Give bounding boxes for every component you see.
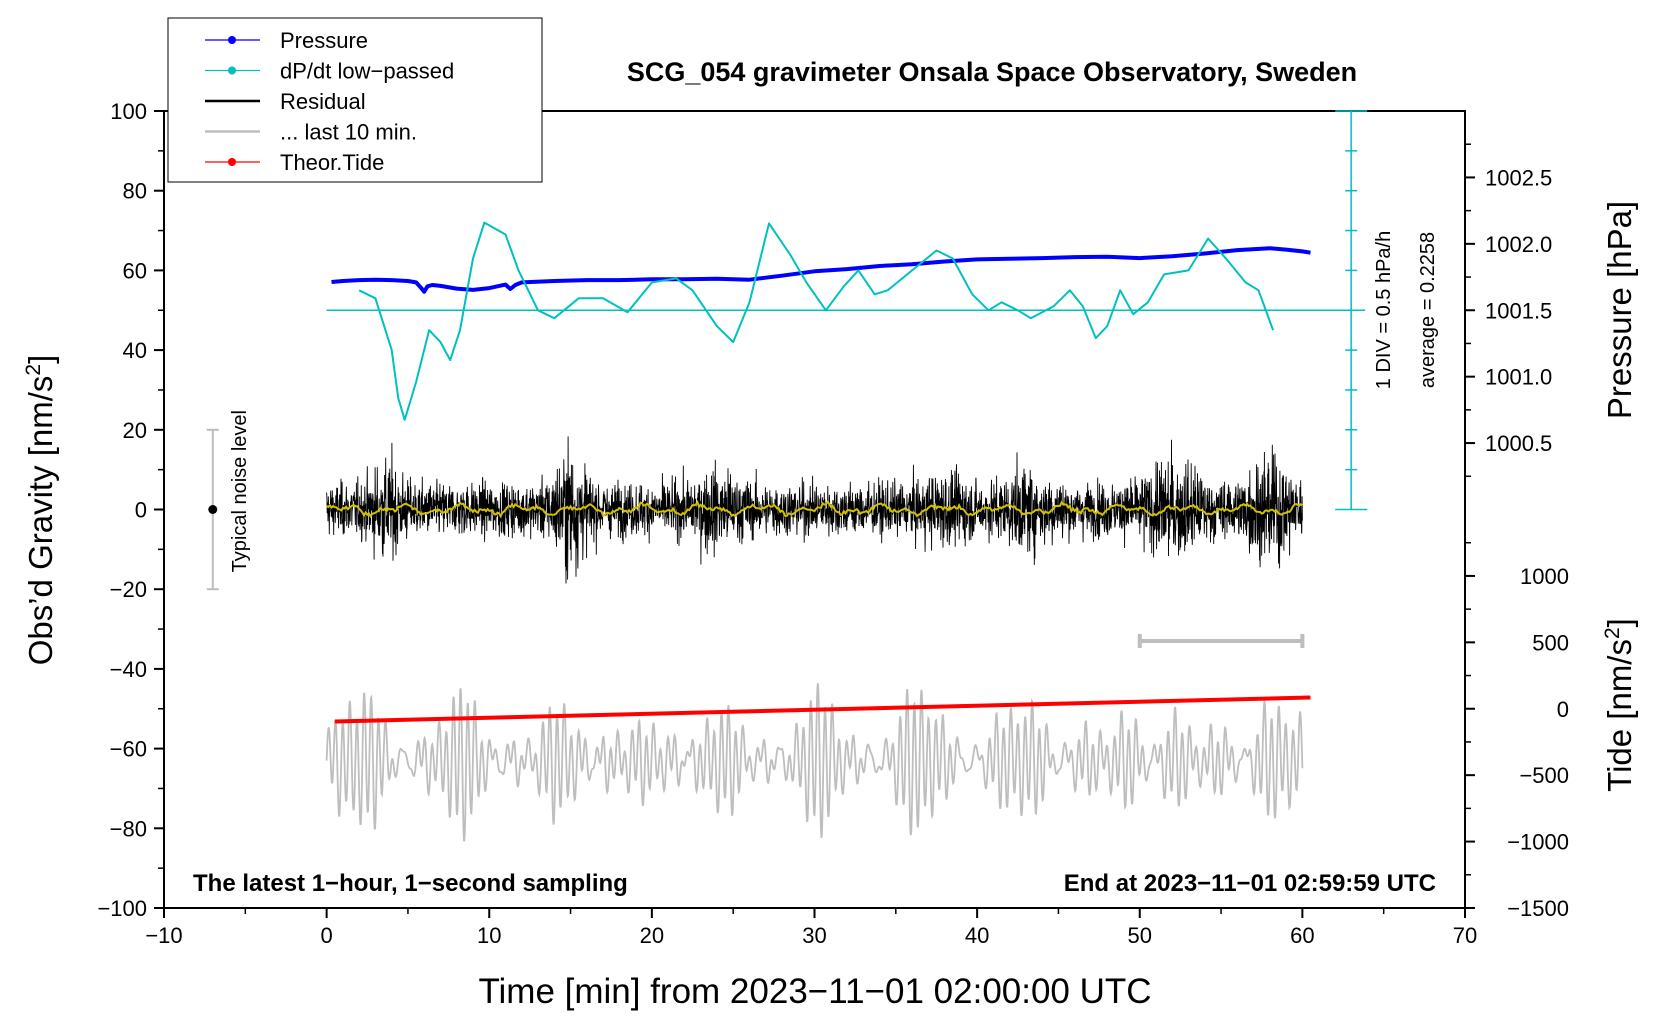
tide-tick-label: −1000: [1507, 830, 1569, 855]
y-tick-label: 60: [123, 258, 147, 283]
y-axis-label-left-sup: 2: [22, 364, 45, 376]
residual-lowpass-line: [326, 499, 1303, 519]
x-tick-label: 20: [640, 923, 664, 948]
pressure-axis-label: Pressure [hPa]: [1601, 201, 1638, 419]
pressure-tick-label: 1002.0: [1485, 232, 1552, 257]
y-tick-label: −40: [110, 657, 147, 682]
y-tick-label: 20: [123, 418, 147, 443]
tide-axis-ticks: 1000 500 0 −500 −1000 −1500: [1465, 541, 1569, 921]
annotation-noise-level: Typical noise level: [229, 410, 251, 572]
residual-lowpass-series: [326, 499, 1303, 519]
series-line-0: [331, 246, 1311, 294]
residual-line: [326, 436, 1303, 584]
y-tick-label: 100: [110, 99, 147, 124]
tide-tick-label: 0: [1557, 697, 1569, 722]
data-series: [331, 221, 1311, 724]
x-tick-label: −10: [145, 923, 182, 948]
y-tick-label: −100: [97, 896, 147, 921]
series-line-2: [334, 695, 1311, 724]
chart-title: SCG_054 gravimeter Onsala Space Observat…: [627, 57, 1357, 87]
legend-swatch-marker: [228, 158, 236, 166]
legend-label: Theor.Tide: [280, 150, 384, 175]
x-tick-label: 40: [965, 923, 989, 948]
y-tick-label: 0: [135, 498, 147, 523]
y-axis-label-left: Obs’d Gravity [nm/s2]: [22, 355, 59, 666]
legend-swatch-marker: [228, 66, 236, 75]
x-axis-ticks: −10 0 10 20 30 40 50 60 70: [145, 908, 1477, 948]
x-axis-label: Time [min] from 2023−11−01 02:00:00 UTC: [478, 972, 1151, 1011]
pressure-tick-label: 1000.5: [1485, 431, 1552, 456]
tide-axis-label-main: Tide [nm/s: [1601, 639, 1638, 792]
y-tick-label: 80: [123, 179, 147, 204]
noise-level-bar: [206, 428, 219, 591]
last-10-min-bracket: [1137, 634, 1305, 649]
x-tick-label: 70: [1453, 923, 1477, 948]
last-10-min-series: [325, 683, 1304, 842]
annotation-div: 1 DIV = 0.5 hPa/h: [1373, 231, 1395, 389]
pressure-tick-label: 1001.5: [1485, 298, 1552, 323]
residual-series: [326, 436, 1303, 584]
x-tick-label: 10: [477, 923, 501, 948]
x-tick-label: 0: [321, 923, 333, 948]
y-tick-label: −20: [110, 577, 147, 602]
x-tick-label: 30: [802, 923, 826, 948]
x-tick-label: 50: [1128, 923, 1152, 948]
tide-axis-label: Tide [nm/s2]: [1601, 618, 1638, 792]
tide-tick-label: −500: [1519, 763, 1569, 788]
y-tick-label: −60: [110, 737, 147, 762]
pressure-tick-label: 1001.0: [1485, 365, 1552, 390]
y-axis-label-left-main: Obs’d Gravity [nm/s: [22, 376, 59, 666]
dpdt-scale-bar: [1335, 110, 1368, 511]
tide-axis-label-sup: 2: [1601, 627, 1624, 639]
x-tick-label: 60: [1290, 923, 1314, 948]
pressure-axis-ticks: 1002.5 1002.0 1001.5 1001.0 1000.5: [1465, 143, 1552, 478]
legend-label: Residual: [280, 89, 366, 114]
annotation-end-time: End at 2023−11−01 02:59:59 UTC: [1064, 870, 1436, 897]
series-line-1: [358, 221, 1275, 421]
legend: Pressure dP/dt low−passed Residual ... last…: [167, 17, 543, 183]
y-tick-label: 40: [123, 338, 147, 363]
y-tick-label: −80: [110, 816, 147, 841]
y-axis-ticks: 100 80 60 40 20 0 −20 −40 −60 −80 −100: [97, 99, 164, 921]
legend-swatch-marker: [228, 36, 236, 44]
annotation-sampling: The latest 1−hour, 1−second sampling: [193, 870, 628, 897]
legend-label: ... last 10 min.: [280, 120, 417, 145]
legend-label: dP/dt low−passed: [280, 59, 454, 84]
tide-axis-label-end: ]: [1601, 618, 1638, 627]
tide-tick-label: 1000: [1520, 564, 1569, 589]
noise-bar-center: [208, 505, 218, 514]
tide-tick-label: −1500: [1507, 896, 1569, 921]
tide-tick-label: 500: [1532, 630, 1569, 655]
last-10-min-line: [325, 683, 1304, 842]
pressure-tick-label: 1002.5: [1485, 165, 1552, 190]
y-axis-label-left-end: ]: [22, 355, 59, 364]
legend-label: Pressure: [280, 28, 368, 53]
annotation-average: average = 0.2258: [1417, 232, 1439, 388]
